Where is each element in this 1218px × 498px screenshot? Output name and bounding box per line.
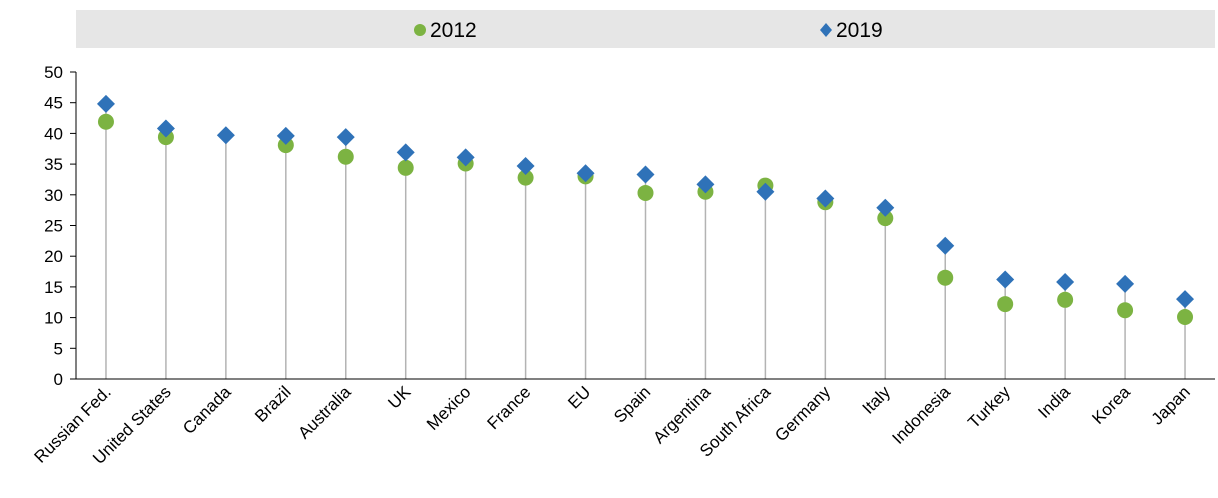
- point-2019: [816, 189, 835, 208]
- legend-marker-2012: [414, 24, 426, 36]
- point-2019: [96, 94, 115, 113]
- x-tick-label: Germany: [771, 382, 834, 445]
- point-2019: [216, 126, 235, 145]
- point-2012: [1177, 308, 1194, 325]
- point-2019: [936, 236, 955, 255]
- x-tick-label: Australia: [294, 382, 355, 443]
- legend-item-2012: 2012: [414, 19, 477, 42]
- point-2019: [996, 270, 1015, 289]
- x-axis-labels: Russian Fed.United States Canada Brazil Aus…: [31, 382, 1194, 468]
- y-tick-label: 10: [44, 309, 63, 328]
- x-tick-label: India: [1034, 382, 1074, 422]
- y-tick-label: 45: [44, 94, 63, 113]
- point-2012: [277, 137, 294, 154]
- point-2019: [636, 165, 655, 184]
- x-tick-label: Turkey: [964, 382, 1014, 432]
- y-tick-label: 20: [44, 247, 63, 266]
- y-tick-label: 5: [54, 339, 63, 358]
- x-tick-label: Mexico: [423, 382, 475, 434]
- y-tick-label: 0: [54, 370, 63, 389]
- y-tick-label: 35: [44, 155, 63, 174]
- point-2012: [517, 169, 534, 186]
- legend-item-2019: 2019: [820, 19, 883, 42]
- y-axis: 0 5 10 15 20 25 30 35 40 45 50: [44, 63, 76, 389]
- point-2019: [696, 175, 715, 194]
- point-2019: [336, 128, 355, 147]
- point-2019: [276, 126, 295, 145]
- point-2019: [516, 156, 535, 175]
- x-tick-label: Spain: [610, 382, 654, 426]
- point-2019: [456, 148, 475, 167]
- point-2012: [97, 113, 114, 130]
- point-2012: [1057, 291, 1074, 308]
- point-2019: [756, 182, 775, 201]
- legend-band: [76, 10, 1215, 48]
- x-tick-label: Italy: [859, 382, 895, 418]
- point-2012: [877, 210, 894, 227]
- x-tick-label: France: [484, 382, 535, 433]
- markers: [96, 94, 1195, 325]
- legend: 2012 2019: [76, 10, 1215, 48]
- point-2012: [937, 269, 954, 286]
- x-tick-label: Canada: [179, 382, 235, 438]
- point-2012: [1117, 302, 1134, 319]
- point-2012: [997, 296, 1014, 313]
- point-2019: [576, 164, 595, 183]
- y-tick-label: 30: [44, 186, 63, 205]
- x-tick-label: EU: [564, 382, 594, 412]
- point-2019: [1116, 274, 1135, 293]
- y-tick-label: 40: [44, 124, 63, 143]
- point-2019: [396, 143, 415, 162]
- x-tick-label: Korea: [1088, 382, 1134, 428]
- y-tick-label: 25: [44, 217, 63, 236]
- legend-label-2012: 2012: [430, 19, 477, 42]
- point-2019: [1056, 272, 1075, 291]
- point-2012: [637, 184, 654, 201]
- y-tick-label: 50: [44, 63, 63, 82]
- x-tick-label: Brazil: [251, 382, 294, 425]
- point-2019: [1176, 290, 1195, 309]
- axes: [75, 72, 1215, 380]
- point-2019: [876, 198, 895, 217]
- x-tick-label: Indonesia: [888, 382, 954, 448]
- point-2012: [397, 159, 414, 176]
- point-2019: [156, 119, 175, 138]
- point-2012: [337, 148, 354, 165]
- x-tick-label: UK: [384, 382, 415, 413]
- x-tick-label: Japan: [1148, 382, 1194, 428]
- stems: [105, 103, 1186, 379]
- legend-label-2019: 2019: [836, 19, 883, 42]
- y-tick-label: 15: [44, 278, 63, 297]
- legend-marker-2019: [820, 23, 832, 37]
